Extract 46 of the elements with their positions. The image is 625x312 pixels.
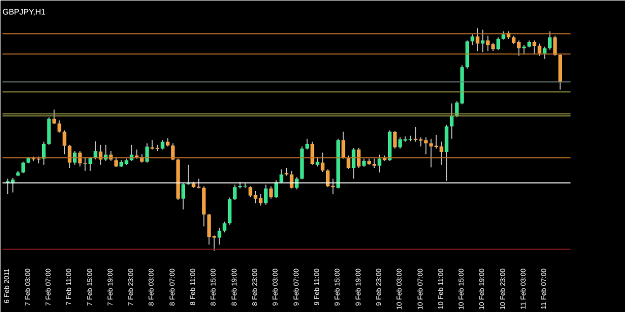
candlestick [352, 147, 356, 180]
candlestick [470, 34, 474, 46]
candlestick [160, 140, 164, 150]
candlestick [532, 40, 536, 55]
candlestick [274, 180, 278, 199]
candlestick [218, 227, 222, 246]
candlestick [372, 158, 376, 168]
candlestick [346, 155, 350, 170]
candlestick [78, 150, 82, 167]
candlestick [476, 28, 480, 52]
candlestick [316, 156, 320, 167]
candlestick [305, 138, 309, 150]
candlestick [320, 152, 324, 173]
candlestick [57, 120, 62, 134]
candlestick [21, 161, 25, 174]
candlestick [553, 35, 557, 56]
candlestick [295, 176, 299, 190]
candlestick [480, 29, 485, 53]
candlestick [233, 184, 237, 201]
candlestick [145, 142, 149, 164]
candlestick [496, 36, 500, 51]
candlestick [94, 140, 98, 160]
candlestick [52, 109, 56, 124]
candlestick [222, 221, 226, 233]
candlestick [280, 168, 284, 184]
candlestick [310, 141, 314, 166]
candlestick [542, 46, 546, 60]
candlestick [378, 154, 382, 173]
candlestick [548, 30, 552, 50]
candlestick [264, 184, 268, 206]
candlestick [68, 144, 72, 168]
candlestick [134, 149, 139, 160]
candlestick [269, 186, 273, 200]
chart-title: GBPJPY,H1 [2, 8, 46, 16]
candlestick [538, 43, 542, 56]
candlestick [186, 164, 190, 186]
candlestick [450, 102, 454, 140]
candlestick [522, 44, 526, 55]
candlestick [171, 142, 175, 161]
candlestick [62, 130, 66, 155]
candlestick [114, 156, 118, 168]
candlestick [341, 131, 346, 160]
candlestick [181, 182, 186, 210]
candlestick [290, 170, 294, 189]
candlestick [393, 130, 397, 150]
candlestick [356, 147, 361, 168]
